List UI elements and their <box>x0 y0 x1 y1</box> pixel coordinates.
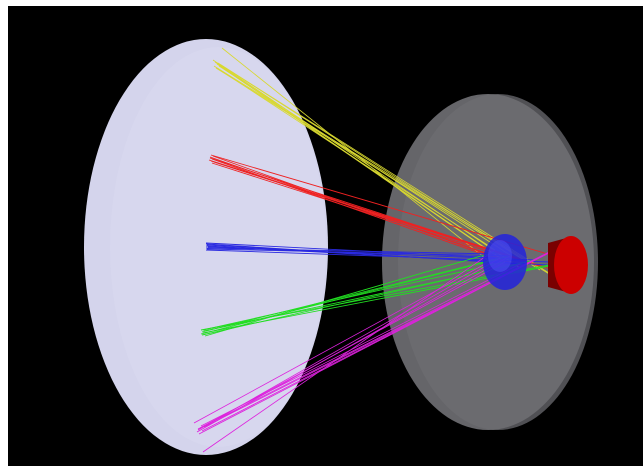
source-cylinder <box>554 236 588 294</box>
lens-element-highlight <box>488 240 512 272</box>
ray-bundle-green <box>200 251 566 337</box>
ray-bundle-blue <box>205 242 566 267</box>
